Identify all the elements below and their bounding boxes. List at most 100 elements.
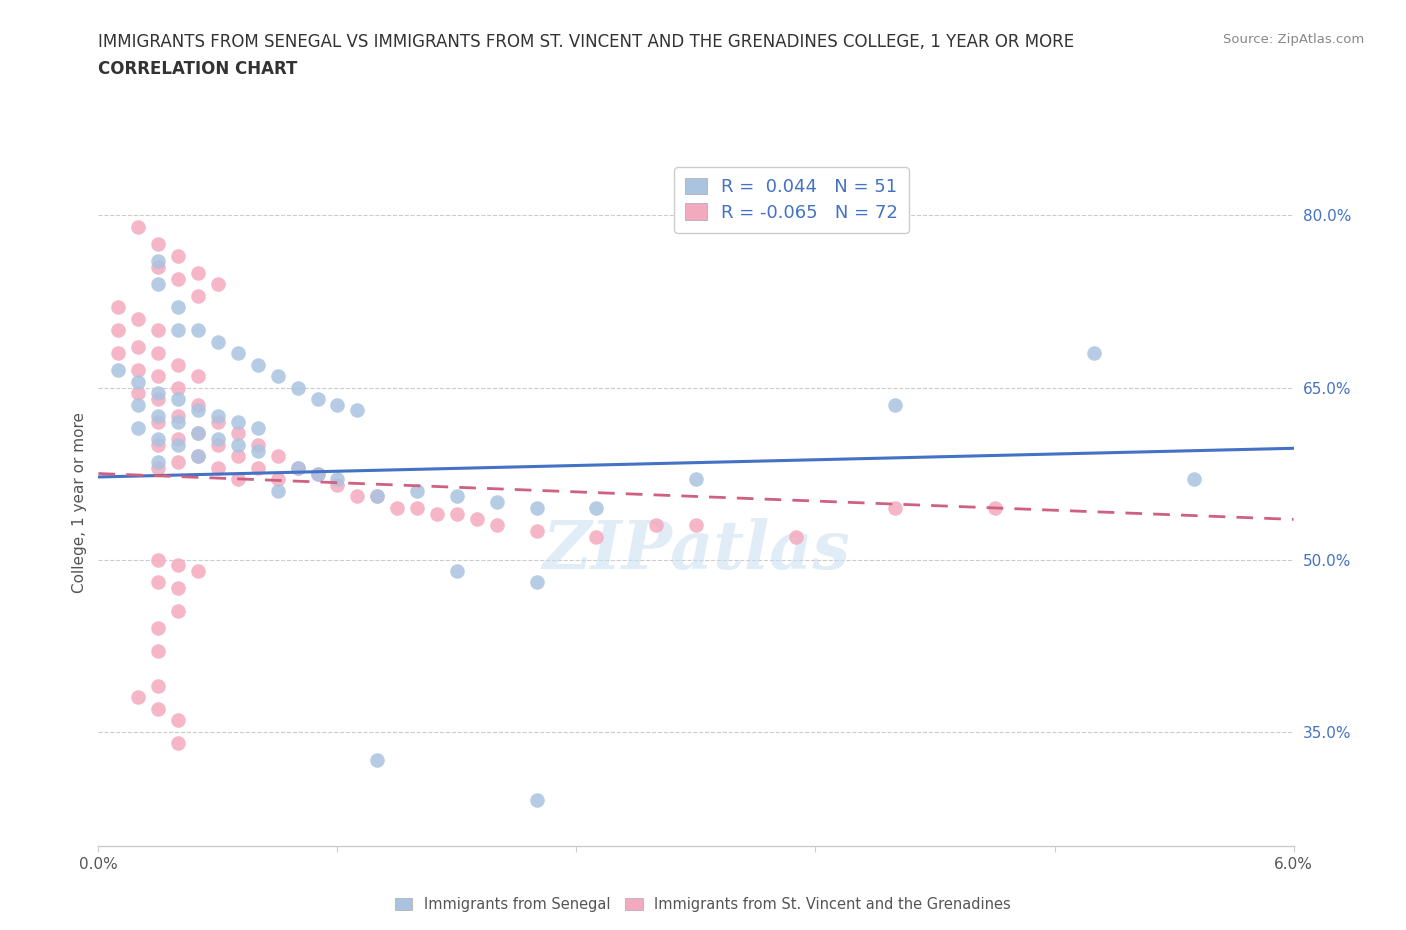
Point <box>167 736 190 751</box>
Legend: R =  0.044   N = 51, R = -0.065   N = 72: R = 0.044 N = 51, R = -0.065 N = 72 <box>675 167 908 232</box>
Point <box>685 518 707 533</box>
Point <box>526 500 548 515</box>
Point <box>148 409 170 424</box>
Point <box>326 397 349 412</box>
Point <box>446 489 468 504</box>
Point <box>107 363 129 378</box>
Point <box>526 793 548 808</box>
Point <box>226 437 249 452</box>
Point <box>307 466 329 481</box>
Point <box>446 506 468 521</box>
Point <box>267 472 290 486</box>
Point <box>526 575 548 590</box>
Point <box>167 272 190 286</box>
Point <box>346 489 368 504</box>
Point <box>246 460 269 475</box>
Point <box>167 409 190 424</box>
Point <box>187 397 209 412</box>
Point <box>148 259 170 274</box>
Point <box>148 323 170 338</box>
Point <box>406 500 429 515</box>
Point <box>167 712 190 727</box>
Point <box>148 346 170 361</box>
Point <box>226 415 249 430</box>
Text: IMMIGRANTS FROM SENEGAL VS IMMIGRANTS FROM ST. VINCENT AND THE GRENADINES COLLEG: IMMIGRANTS FROM SENEGAL VS IMMIGRANTS FR… <box>98 33 1074 50</box>
Point <box>207 334 229 349</box>
Point <box>167 437 190 452</box>
Y-axis label: College, 1 year or more: College, 1 year or more <box>72 412 87 592</box>
Point <box>785 529 807 544</box>
Point <box>406 484 429 498</box>
Point <box>167 455 190 470</box>
Point <box>127 420 149 435</box>
Point <box>685 472 707 486</box>
Point <box>187 449 209 464</box>
Point <box>148 277 170 292</box>
Point <box>585 529 607 544</box>
Point <box>246 444 269 458</box>
Point <box>148 644 170 658</box>
Point <box>226 346 249 361</box>
Point <box>207 437 229 452</box>
Point <box>167 580 190 596</box>
Point <box>127 690 149 705</box>
Point <box>127 386 149 401</box>
Point <box>127 312 149 326</box>
Point <box>307 392 329 406</box>
Point <box>267 449 290 464</box>
Point <box>148 455 170 470</box>
Point <box>326 472 349 486</box>
Text: ZIPatlas: ZIPatlas <box>543 518 849 583</box>
Point <box>148 415 170 430</box>
Point <box>187 323 209 338</box>
Point <box>366 753 388 768</box>
Point <box>307 466 329 481</box>
Point <box>187 426 209 441</box>
Point <box>1083 346 1105 361</box>
Point <box>148 701 170 716</box>
Point <box>148 552 170 567</box>
Point <box>167 415 190 430</box>
Point <box>127 397 149 412</box>
Point <box>127 219 149 234</box>
Point <box>127 340 149 355</box>
Point <box>207 409 229 424</box>
Point <box>107 346 129 361</box>
Point <box>485 495 508 510</box>
Point <box>526 524 548 538</box>
Point <box>148 432 170 446</box>
Point <box>884 500 907 515</box>
Point <box>187 288 209 303</box>
Point <box>167 380 190 395</box>
Point <box>267 368 290 383</box>
Point <box>148 575 170 590</box>
Point <box>187 403 209 418</box>
Point <box>127 363 149 378</box>
Point <box>226 426 249 441</box>
Point <box>645 518 668 533</box>
Point <box>167 357 190 372</box>
Point <box>226 449 249 464</box>
Point <box>167 299 190 314</box>
Point <box>207 432 229 446</box>
Point <box>207 277 229 292</box>
Text: Source: ZipAtlas.com: Source: ZipAtlas.com <box>1223 33 1364 46</box>
Point <box>167 558 190 573</box>
Point <box>346 403 368 418</box>
Point <box>446 564 468 578</box>
Point <box>207 415 229 430</box>
Point <box>148 386 170 401</box>
Point <box>287 460 309 475</box>
Point <box>148 460 170 475</box>
Point <box>207 460 229 475</box>
Point <box>148 678 170 693</box>
Point <box>167 432 190 446</box>
Point <box>984 500 1007 515</box>
Point <box>485 518 508 533</box>
Point <box>246 437 269 452</box>
Point <box>326 478 349 493</box>
Point <box>267 484 290 498</box>
Point <box>1182 472 1205 486</box>
Point <box>246 357 269 372</box>
Point <box>226 472 249 486</box>
